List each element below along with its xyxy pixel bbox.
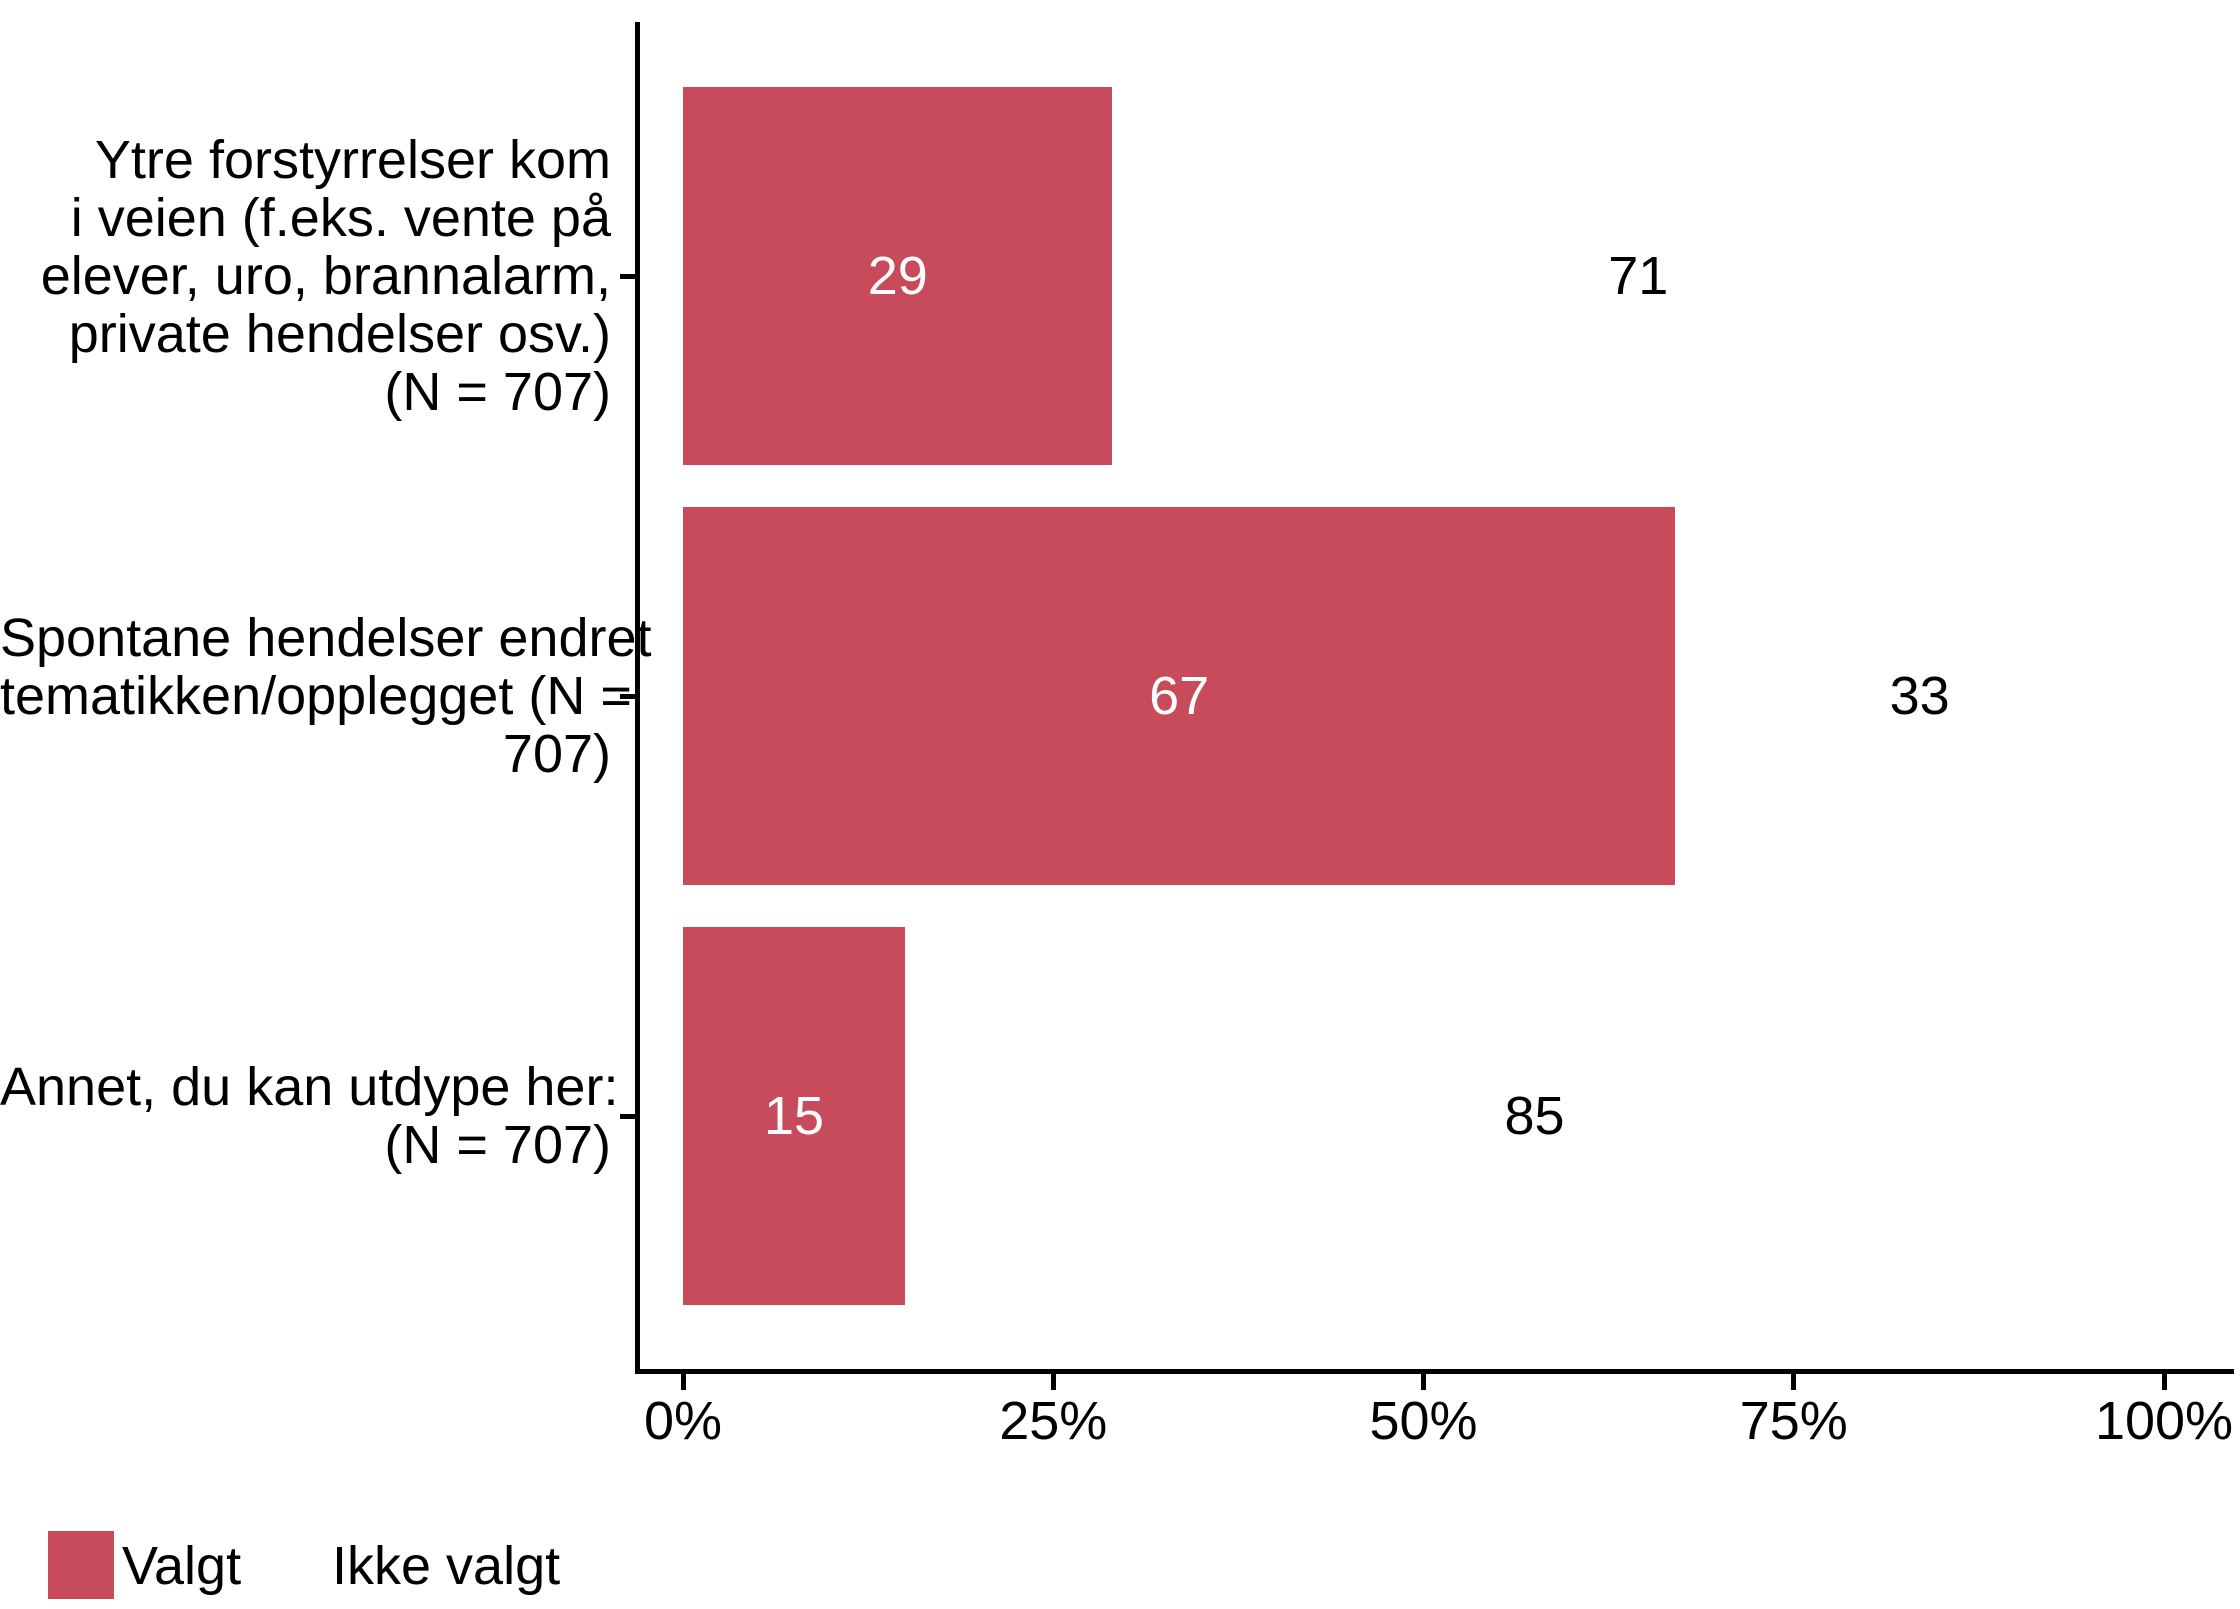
bar-value-label-ikke-valgt: 85	[1504, 1086, 1565, 1146]
legend-label-ikke-valgt: Ikke valgt	[332, 1536, 561, 1596]
bar-value-label-ikke-valgt: 33	[1889, 666, 1950, 726]
x-axis-tick-label: 50%	[1369, 1391, 1478, 1451]
y-axis-line	[635, 22, 640, 1374]
x-axis-tick-label: 100%	[2094, 1391, 2234, 1451]
x-axis-line	[635, 1369, 2234, 1374]
x-axis-tick	[680, 1374, 686, 1390]
x-axis-tick	[1791, 1374, 1797, 1390]
category-label: Spontane hendelser endret tematikken/opp…	[0, 608, 652, 784]
x-axis-tick	[2161, 1374, 2167, 1390]
y-axis-tick	[620, 693, 635, 699]
x-axis-tick-label: 25%	[999, 1391, 1108, 1451]
bar-value-label-valgt: 15	[764, 1086, 825, 1146]
bar-value-label-valgt: 67	[1149, 666, 1210, 726]
y-axis-tick	[620, 1113, 635, 1119]
category-label: Ytre forstyrrelser kom i veien (f.eks. v…	[40, 130, 611, 422]
category-label: Annet, du kan utdype her: (N = 707)	[0, 1057, 619, 1175]
bar-value-label-valgt: 29	[867, 246, 928, 306]
bar-valgt	[683, 927, 906, 1305]
legend-key-valgt-swatch	[48, 1531, 114, 1599]
bar-valgt	[683, 87, 1113, 465]
legend-label-valgt: Valgt	[122, 1536, 242, 1596]
bar-value-label-ikke-valgt: 71	[1608, 246, 1669, 306]
x-axis-tick	[1050, 1374, 1056, 1390]
legend-key-ikke-valgt-swatch	[255, 1531, 321, 1599]
x-axis-tick-label: 75%	[1739, 1391, 1848, 1451]
y-axis-tick	[620, 273, 635, 279]
bar-valgt	[683, 507, 1676, 885]
x-axis-tick	[1421, 1374, 1426, 1390]
x-axis-tick-label: 0%	[643, 1391, 723, 1451]
